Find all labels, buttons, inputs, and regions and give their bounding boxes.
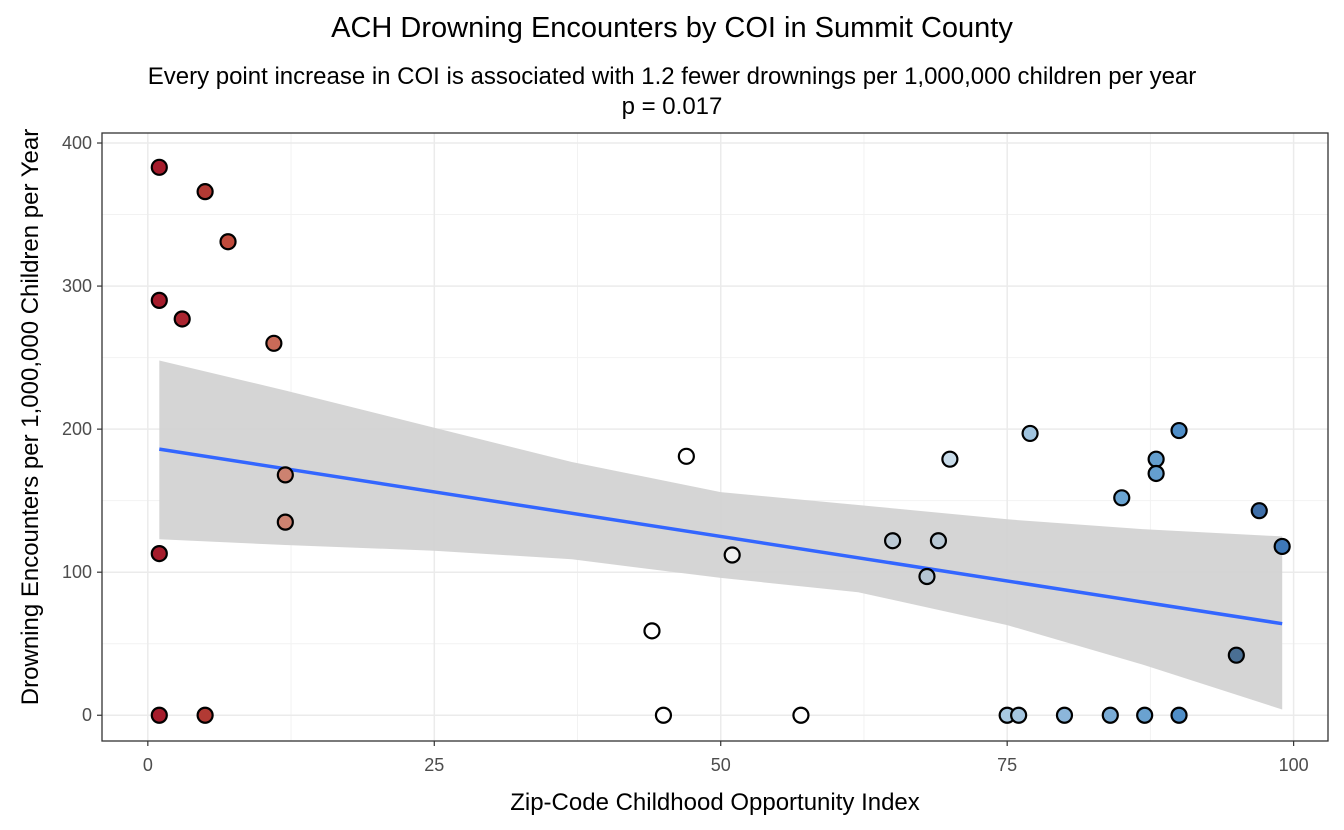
data-point xyxy=(150,158,168,176)
x-axis: 0 25 50 75 100 xyxy=(143,741,1309,775)
data-point xyxy=(265,334,283,352)
x-tick-label: 75 xyxy=(997,755,1017,775)
data-point xyxy=(276,466,294,484)
data-point xyxy=(219,233,237,251)
data-point xyxy=(941,450,959,468)
data-point xyxy=(1227,646,1245,664)
data-point xyxy=(929,532,948,550)
data-point xyxy=(150,544,168,563)
x-tick-label: 50 xyxy=(711,755,731,775)
y-tick-label: 400 xyxy=(62,133,92,153)
data-point xyxy=(196,706,214,724)
data-point xyxy=(1101,706,1119,724)
data-point xyxy=(1113,489,1131,507)
data-point xyxy=(677,447,695,465)
x-axis-title: Zip-Code Childhood Opportunity Index xyxy=(510,789,920,816)
data-point xyxy=(883,532,902,550)
data-point xyxy=(1055,706,1074,724)
data-point xyxy=(1010,706,1028,724)
x-tick-label: 0 xyxy=(143,755,153,775)
data-point xyxy=(723,546,741,564)
data-point xyxy=(918,567,936,586)
data-point xyxy=(1136,706,1154,724)
y-axis: 0 100 200 300 400 xyxy=(62,133,102,725)
data-point xyxy=(643,622,661,640)
y-tick-label: 300 xyxy=(62,276,92,296)
chart-title: ACH Drowning Encounters by COI in Summit… xyxy=(331,12,1013,44)
y-tick-label: 0 xyxy=(82,705,92,725)
data-point xyxy=(1021,424,1039,443)
x-tick-label: 100 xyxy=(1279,755,1309,775)
y-tick-label: 200 xyxy=(62,419,92,439)
trend-line xyxy=(159,447,1283,626)
data-point xyxy=(1147,464,1165,483)
subtitle-line-1: Every point increase in COI is associate… xyxy=(147,63,1197,90)
data-point xyxy=(792,706,810,724)
subtitle-line-2: p = 0.017 xyxy=(621,93,723,120)
data-point xyxy=(1250,502,1268,520)
data-point xyxy=(1147,450,1165,468)
data-point xyxy=(196,183,214,201)
data-point xyxy=(654,706,673,724)
data-points xyxy=(150,158,1291,724)
data-point xyxy=(150,291,168,309)
chart-subtitle: Every point increase in COI is associate… xyxy=(0,62,1344,122)
x-tick-label: 25 xyxy=(424,755,444,775)
plot-panel-border xyxy=(101,132,1329,742)
data-point xyxy=(150,706,168,724)
data-point xyxy=(1273,537,1291,556)
data-point xyxy=(1170,421,1188,440)
y-tick-label: 100 xyxy=(62,562,92,582)
trend-line-layer xyxy=(159,447,1283,626)
data-point xyxy=(276,513,294,531)
data-point xyxy=(173,310,191,328)
y-axis-title: Drowning Encounters per 1,000,000 Childr… xyxy=(17,129,44,705)
data-point xyxy=(1170,706,1188,724)
